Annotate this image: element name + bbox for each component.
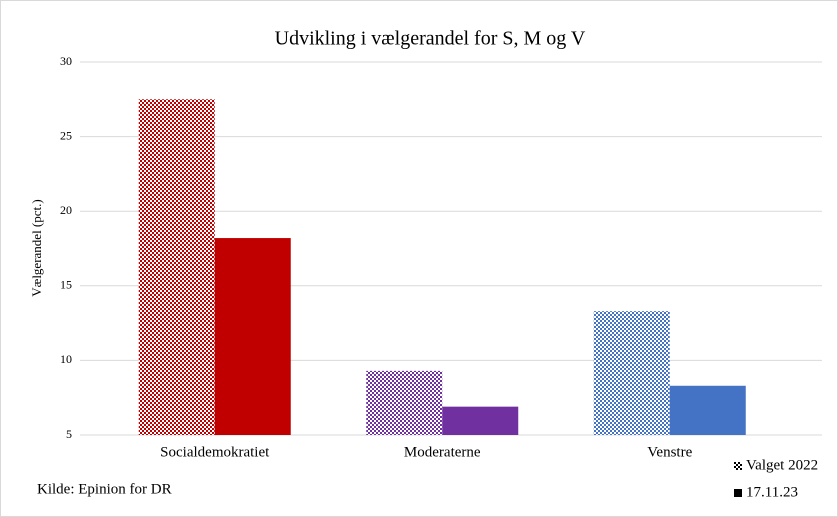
- bar: [366, 370, 443, 435]
- y-tick-label: 25: [60, 128, 72, 142]
- y-axis-label: Vælgerandel (pct.): [29, 199, 44, 296]
- x-tick-label: Socialdemokratiet: [160, 444, 270, 460]
- y-tick-label: 5: [66, 427, 72, 441]
- bar: [669, 385, 746, 435]
- source: Kilde: Epinion for DR: [37, 481, 172, 497]
- y-tick-label: 15: [60, 278, 72, 292]
- legend-marker: [734, 489, 742, 497]
- y-tick-label: 20: [60, 203, 72, 217]
- bar: [442, 406, 519, 435]
- legend-label: Valget 2022: [746, 457, 818, 473]
- bar: [593, 311, 670, 435]
- legend-label: 17.11.23: [746, 484, 798, 500]
- bar: [214, 238, 291, 435]
- y-tick-label: 10: [60, 352, 72, 366]
- x-tick-label: Venstre: [647, 444, 692, 460]
- bar: [138, 99, 215, 436]
- y-tick-label: 30: [60, 54, 72, 68]
- chart-title: Udvikling i vælgerandel for S, M og V: [275, 28, 586, 50]
- legend-marker: [734, 462, 742, 470]
- x-tick-label: Moderaterne: [404, 444, 481, 460]
